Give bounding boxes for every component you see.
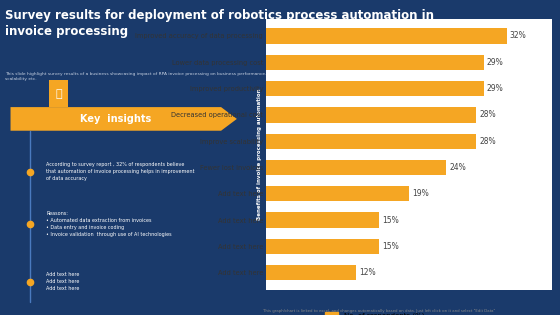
Bar: [266, 107, 477, 123]
Text: 29%: 29%: [487, 84, 503, 93]
Text: Key  insights: Key insights: [80, 114, 151, 124]
Bar: [266, 265, 356, 280]
Text: 15%: 15%: [382, 215, 399, 225]
Text: 28%: 28%: [479, 137, 496, 146]
Text: According to survey report , 32% of respondents believe
that automation of invoi: According to survey report , 32% of resp…: [46, 162, 194, 181]
Text: 12%: 12%: [359, 268, 376, 277]
Legend: No. of respondents (%): No. of respondents (%): [322, 310, 427, 315]
Text: Benefits of invoice processing automation: Benefits of invoice processing automatio…: [258, 89, 262, 220]
Text: ⬥: ⬥: [55, 89, 62, 99]
Text: This slide highlight survey results of a business showcasing impact of RPA invoi: This slide highlight survey results of a…: [5, 72, 476, 81]
Bar: [266, 28, 506, 43]
Polygon shape: [11, 107, 237, 131]
Text: This graph/chart is linked to excel, and changes automatically based on data. Ju: This graph/chart is linked to excel, and…: [263, 309, 496, 313]
Polygon shape: [49, 80, 68, 107]
Text: 28%: 28%: [479, 110, 496, 119]
Bar: [266, 186, 409, 201]
Text: Reasons:
• Automated data extraction from invoices
• Data entry and invoice codi: Reasons: • Automated data extraction fro…: [46, 211, 172, 237]
Text: Add text here
Add text here
Add text here: Add text here Add text here Add text her…: [46, 272, 80, 291]
Text: Survey results for deployment of robotics process automation in
invoice processi: Survey results for deployment of robotic…: [5, 9, 434, 38]
Text: 15%: 15%: [382, 242, 399, 251]
Text: 32%: 32%: [510, 32, 526, 41]
Bar: [266, 55, 484, 70]
Text: 29%: 29%: [487, 58, 503, 67]
Bar: [266, 134, 477, 149]
Text: 19%: 19%: [412, 189, 428, 198]
Bar: [266, 213, 379, 228]
Bar: [266, 81, 484, 96]
Text: 24%: 24%: [449, 163, 466, 172]
Bar: [266, 239, 379, 254]
Bar: [266, 160, 446, 175]
